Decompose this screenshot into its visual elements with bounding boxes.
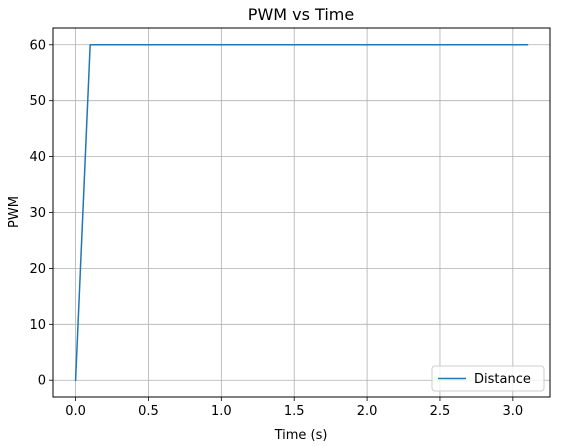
legend: Distance bbox=[431, 365, 545, 392]
y-tick-label: 0 bbox=[38, 374, 46, 389]
x-axis-label: Time (s) bbox=[274, 428, 328, 443]
y-axis-ticks: 0 10 20 30 40 50 60 bbox=[29, 38, 53, 389]
chart-title: PWM vs Time bbox=[248, 5, 354, 24]
legend-label-distance: Distance bbox=[474, 372, 531, 387]
y-tick-label: 30 bbox=[29, 206, 46, 221]
x-tick-label: 2.0 bbox=[357, 404, 378, 419]
x-tick-label: 3.0 bbox=[502, 404, 523, 419]
y-tick-label: 60 bbox=[29, 38, 46, 53]
x-tick-label: 0.0 bbox=[65, 404, 86, 419]
legend-box bbox=[431, 365, 545, 392]
x-tick-label: 1.5 bbox=[284, 404, 305, 419]
y-tick-label: 40 bbox=[29, 150, 46, 165]
x-tick-label: 2.5 bbox=[430, 404, 451, 419]
y-axis-label: PWM bbox=[7, 196, 22, 228]
y-tick-label: 10 bbox=[29, 318, 46, 333]
series-lines bbox=[74, 44, 529, 382]
x-tick-label: 0.5 bbox=[138, 404, 159, 419]
x-axis-ticks: 0.0 0.5 1.0 1.5 2.0 2.5 3.0 bbox=[65, 397, 523, 419]
series-line-distance bbox=[74, 44, 529, 382]
y-tick-label: 50 bbox=[29, 94, 46, 109]
y-tick-label: 20 bbox=[29, 262, 46, 277]
x-tick-label: 1.0 bbox=[211, 404, 232, 419]
